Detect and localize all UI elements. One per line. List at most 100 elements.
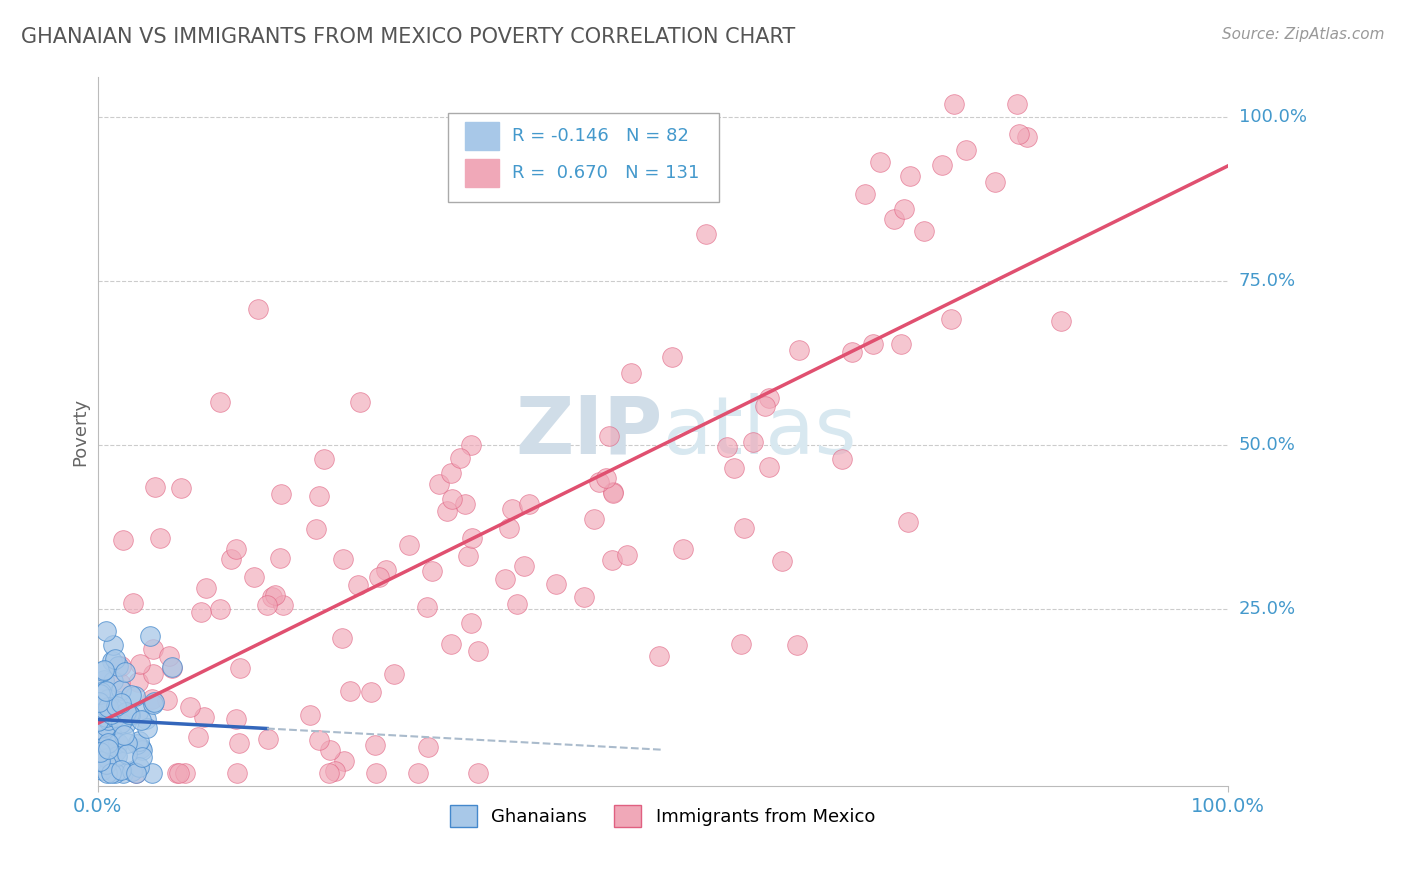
Text: Source: ZipAtlas.com: Source: ZipAtlas.com [1222, 27, 1385, 42]
Text: GHANAIAN VS IMMIGRANTS FROM MEXICO POVERTY CORRELATION CHART: GHANAIAN VS IMMIGRANTS FROM MEXICO POVER… [21, 27, 796, 46]
Point [93, 664, 115, 678]
Point [103, 710, 125, 724]
Point [208, 395, 231, 409]
Point [131, 749, 153, 764]
Point [418, 739, 440, 754]
Point [209, 602, 232, 616]
Point [308, 489, 330, 503]
Point [461, 531, 484, 545]
Text: R = -0.146   N = 82: R = -0.146 N = 82 [512, 128, 689, 145]
Point [1007, 96, 1029, 111]
Point [349, 394, 371, 409]
Point [308, 733, 330, 747]
Point [723, 460, 745, 475]
Point [257, 731, 280, 746]
Point [323, 764, 346, 779]
Point [193, 710, 215, 724]
Point [595, 470, 617, 484]
Point [94, 624, 117, 638]
Point [332, 551, 354, 566]
Point [758, 392, 780, 406]
Point [105, 748, 128, 763]
Point [416, 600, 439, 615]
Point [440, 637, 463, 651]
Point [96, 700, 118, 714]
Point [271, 599, 294, 613]
Point [314, 452, 336, 467]
Point [219, 551, 242, 566]
Point [96, 718, 118, 732]
Point [440, 491, 463, 506]
Point [517, 496, 540, 510]
Point [398, 538, 420, 552]
Point [112, 728, 135, 742]
Point [984, 175, 1007, 189]
Point [141, 766, 163, 780]
Point [1049, 314, 1071, 328]
Point [661, 350, 683, 364]
Point [598, 429, 620, 443]
FancyBboxPatch shape [449, 113, 718, 202]
Point [955, 143, 977, 157]
Point [931, 158, 953, 172]
Point [157, 648, 180, 663]
Point [420, 564, 443, 578]
Point [583, 512, 606, 526]
Point [160, 660, 183, 674]
Point [135, 712, 157, 726]
Point [498, 521, 520, 535]
Point [127, 674, 149, 689]
Point [375, 563, 398, 577]
Point [893, 202, 915, 217]
Point [869, 155, 891, 169]
Point [111, 533, 134, 547]
Point [96, 751, 118, 765]
Point [100, 766, 122, 780]
Point [104, 699, 127, 714]
Point [101, 673, 124, 688]
Point [103, 702, 125, 716]
Point [100, 707, 122, 722]
Point [364, 739, 387, 753]
Text: atlas: atlas [662, 393, 856, 471]
Point [457, 549, 479, 563]
Point [110, 659, 132, 673]
Point [770, 553, 793, 567]
Point [166, 766, 188, 780]
Point [831, 451, 853, 466]
Point [406, 766, 429, 780]
Point [544, 577, 567, 591]
Point [299, 707, 322, 722]
Point [141, 692, 163, 706]
Point [228, 736, 250, 750]
Point [382, 667, 405, 681]
Point [173, 766, 195, 780]
Point [602, 486, 624, 500]
Point [112, 766, 135, 780]
Point [169, 766, 191, 780]
Point [110, 763, 132, 777]
Point [786, 638, 808, 652]
Point [897, 515, 920, 529]
Point [494, 572, 516, 586]
Point [179, 700, 201, 714]
Point [110, 715, 132, 730]
Point [94, 710, 117, 724]
Point [912, 224, 935, 238]
Point [513, 559, 536, 574]
Point [467, 766, 489, 780]
Point [91, 744, 114, 758]
Point [305, 522, 328, 536]
Point [93, 696, 115, 710]
Point [125, 766, 148, 780]
Point [733, 521, 755, 535]
Point [115, 747, 138, 761]
Point [110, 696, 132, 710]
Point [101, 638, 124, 652]
Text: R =  0.670   N = 131: R = 0.670 N = 131 [512, 164, 700, 182]
Point [440, 466, 463, 480]
Point [194, 582, 217, 596]
Point [93, 739, 115, 754]
Point [368, 570, 391, 584]
Point [124, 689, 146, 703]
